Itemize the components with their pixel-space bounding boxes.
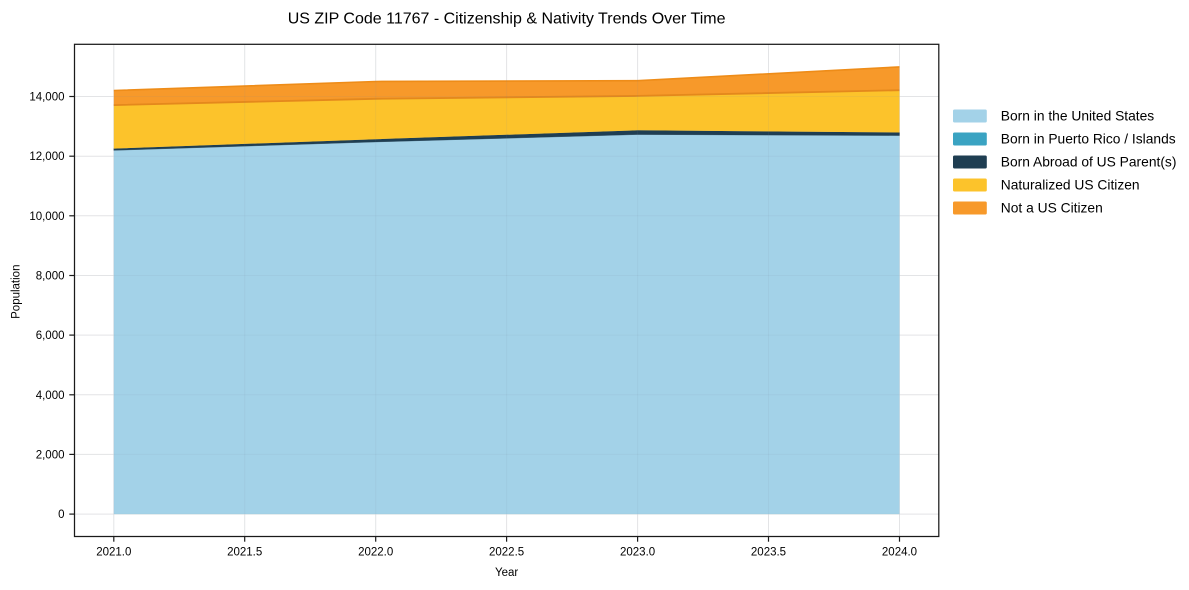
svg-text:2,000: 2,000 (36, 449, 65, 461)
svg-text:US ZIP Code 11767 - Citizenshi: US ZIP Code 11767 - Citizenship & Nativi… (288, 11, 726, 28)
svg-text:Naturalized US Citizen: Naturalized US Citizen (1001, 178, 1140, 193)
svg-text:2021.0: 2021.0 (96, 547, 131, 559)
svg-text:12,000: 12,000 (29, 151, 64, 163)
svg-text:Not a US Citizen: Not a US Citizen (1001, 201, 1103, 216)
svg-text:4,000: 4,000 (36, 390, 65, 402)
svg-text:2022.0: 2022.0 (358, 547, 393, 559)
svg-text:2021.5: 2021.5 (227, 547, 262, 559)
svg-text:14,000: 14,000 (29, 92, 64, 104)
svg-text:8,000: 8,000 (36, 271, 65, 283)
svg-text:Population: Population (11, 265, 23, 319)
svg-text:Born in the United States: Born in the United States (1001, 109, 1154, 124)
svg-text:Born Abroad of US Parent(s): Born Abroad of US Parent(s) (1001, 155, 1177, 170)
svg-text:Born in Puerto Rico / Islands: Born in Puerto Rico / Islands (1001, 132, 1176, 147)
svg-text:6,000: 6,000 (36, 330, 65, 342)
svg-text:2023.5: 2023.5 (751, 547, 786, 559)
svg-text:2024.0: 2024.0 (882, 547, 917, 559)
svg-text:10,000: 10,000 (29, 211, 64, 223)
svg-text:Year: Year (495, 567, 518, 579)
svg-text:2023.0: 2023.0 (620, 547, 655, 559)
svg-text:2022.5: 2022.5 (489, 547, 524, 559)
svg-text:0: 0 (58, 509, 64, 521)
